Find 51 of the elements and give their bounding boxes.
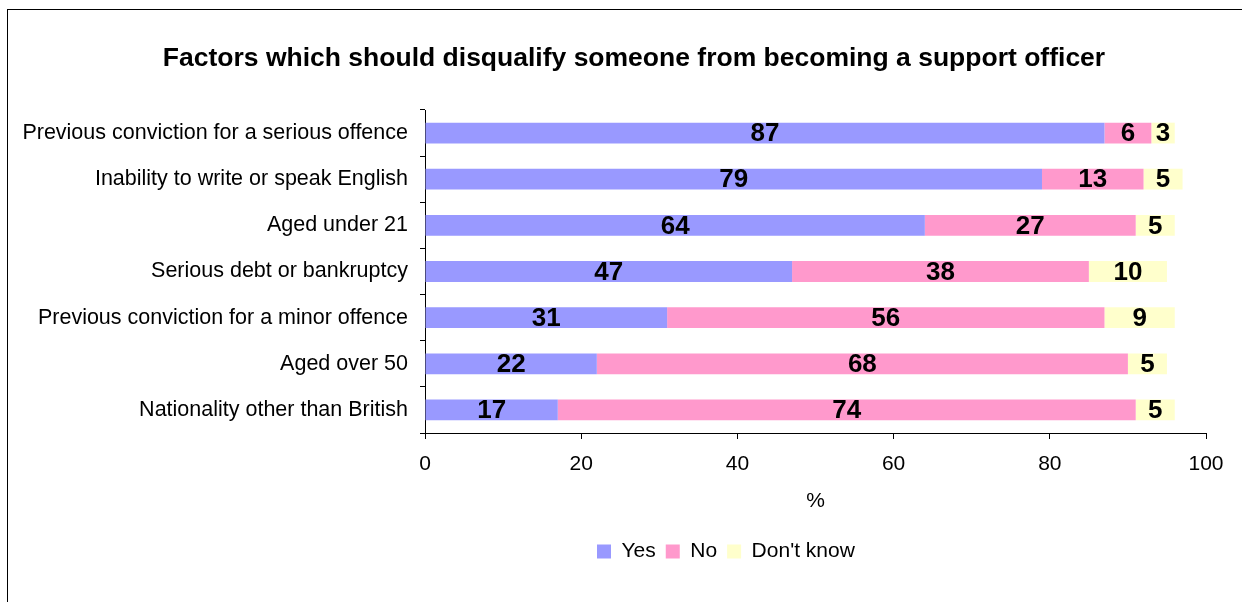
data-label: 5	[1155, 163, 1171, 194]
y-tick-label: Nationality other than British	[139, 396, 408, 421]
bar	[792, 261, 1089, 282]
bar	[425, 214, 925, 236]
x-tick-label: 40	[725, 451, 750, 475]
data-label: 22	[496, 347, 526, 378]
data-label: 13	[1078, 163, 1108, 194]
x-tick-label: 60	[881, 451, 906, 475]
y-tick-label: Aged over 50	[280, 350, 409, 375]
x-tick-label: 80	[1038, 451, 1062, 475]
bar	[924, 214, 1136, 236]
bar	[425, 122, 1105, 144]
data-label: 64	[660, 209, 691, 240]
x-tick-label: 100	[1188, 451, 1224, 475]
y-tick-label: Previous conviction for a serious offence	[22, 119, 408, 144]
y-tick-label: Inability to write or speak English	[94, 166, 408, 191]
bar	[557, 399, 1136, 421]
chart-title: Factors which should disqualify someone from becoming a support officer	[162, 42, 1106, 73]
data-label: 47	[594, 255, 624, 286]
data-label: 6	[1120, 117, 1136, 148]
y-tick-label: Previous conviction for a minor offence	[37, 304, 408, 329]
x-tick-label: 20	[569, 451, 593, 475]
bar	[425, 307, 668, 329]
bar	[425, 168, 1042, 190]
bar	[425, 261, 793, 282]
data-label: 5	[1148, 394, 1163, 425]
data-label: 5	[1148, 209, 1163, 240]
bar	[1104, 307, 1175, 329]
data-label: 68	[847, 347, 877, 378]
data-label: 56	[871, 301, 901, 332]
legend-label: Don't know	[751, 538, 856, 562]
bar	[667, 307, 1105, 329]
bar	[425, 353, 597, 375]
data-label: 17	[477, 394, 507, 425]
data-label: 9	[1132, 301, 1147, 332]
legend-label: No	[690, 538, 718, 562]
data-label: 74	[832, 394, 862, 425]
y-tick-label: Aged under 21	[266, 212, 408, 237]
data-label: 38	[926, 255, 955, 286]
data-label: 3	[1155, 117, 1171, 148]
x-tick-label: 0	[419, 451, 431, 475]
x-axis-title: %	[806, 488, 825, 512]
legend-label: Yes	[621, 538, 656, 562]
data-label: 10	[1113, 255, 1143, 286]
data-label: 5	[1140, 347, 1155, 378]
data-label: 79	[719, 163, 749, 194]
data-label: 27	[1015, 209, 1045, 240]
data-label: 31	[531, 301, 561, 332]
y-tick-label: Serious debt or bankruptcy	[151, 258, 409, 283]
data-label: 87	[750, 117, 780, 148]
bar	[596, 353, 1128, 375]
